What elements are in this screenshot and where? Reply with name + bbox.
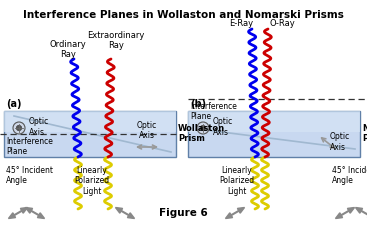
Polygon shape (21, 208, 28, 213)
Polygon shape (237, 208, 244, 213)
Circle shape (200, 126, 206, 131)
Polygon shape (127, 213, 135, 218)
Circle shape (197, 122, 209, 134)
Text: 45° Incident
Angle: 45° Incident Angle (6, 165, 53, 184)
Circle shape (13, 122, 25, 134)
Text: Extraordinary
Ray: Extraordinary Ray (87, 30, 145, 50)
Text: Optic
Axis: Optic Axis (137, 120, 157, 139)
Polygon shape (116, 208, 123, 213)
Bar (4, 112, 176, 157)
Text: Optic
Axis: Optic Axis (330, 132, 350, 151)
Circle shape (16, 126, 22, 131)
Bar (4, 112, 176, 132)
Text: (b): (b) (190, 99, 206, 108)
Polygon shape (37, 213, 44, 218)
Text: Figure 6: Figure 6 (159, 207, 207, 217)
Text: Interference Planes in Wollaston and Nomarski Prisms: Interference Planes in Wollaston and Nom… (22, 10, 344, 20)
Polygon shape (356, 208, 363, 213)
Bar (188, 112, 360, 132)
Text: (a): (a) (6, 99, 22, 108)
Text: Optic
Axis: Optic Axis (213, 117, 233, 136)
Text: O-Ray: O-Ray (270, 19, 296, 28)
Text: Optic
Axis: Optic Axis (29, 117, 49, 136)
Text: Interference
Plane: Interference Plane (6, 136, 53, 156)
Text: 45° Incident
Angle: 45° Incident Angle (332, 165, 367, 184)
Text: Linearly
Polarized
Light: Linearly Polarized Light (75, 165, 110, 195)
Text: Wollaston
Prism: Wollaston Prism (178, 124, 225, 143)
Polygon shape (8, 213, 15, 218)
Polygon shape (25, 208, 33, 213)
Text: Nomarski
Prism: Nomarski Prism (362, 124, 367, 143)
Polygon shape (225, 213, 233, 218)
Text: Linearly
Polarized
Light: Linearly Polarized Light (219, 165, 255, 195)
Text: E-Ray: E-Ray (229, 19, 253, 28)
Polygon shape (348, 208, 355, 213)
Text: Interference
Plane: Interference Plane (190, 101, 237, 121)
Text: Ordinary
Ray: Ordinary Ray (50, 39, 86, 59)
Bar (188, 112, 360, 157)
Polygon shape (335, 213, 342, 218)
